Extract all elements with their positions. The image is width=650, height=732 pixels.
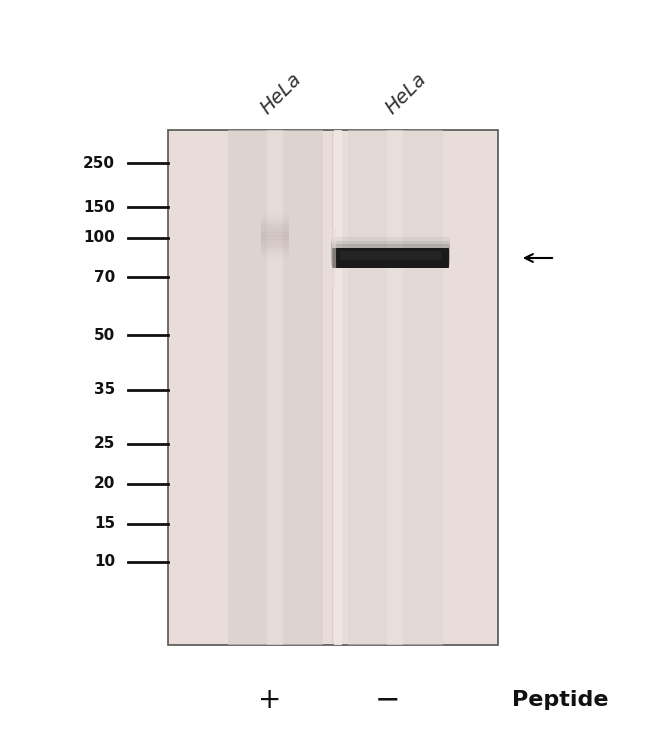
Bar	[261, 231, 289, 237]
Bar	[261, 232, 289, 239]
Bar	[261, 238, 289, 244]
Bar	[261, 235, 289, 241]
FancyBboxPatch shape	[332, 248, 449, 268]
Bar	[261, 246, 289, 252]
Bar	[348, 130, 443, 645]
Bar	[261, 249, 289, 255]
Bar	[261, 213, 289, 219]
Bar	[261, 234, 289, 239]
FancyBboxPatch shape	[331, 237, 450, 259]
Text: Peptide: Peptide	[512, 690, 608, 710]
Bar	[261, 227, 289, 233]
Bar	[261, 244, 289, 251]
Bar	[261, 239, 289, 245]
Text: −: −	[375, 685, 401, 714]
Text: 25: 25	[94, 436, 115, 452]
Bar	[261, 223, 289, 228]
Text: 35: 35	[94, 383, 115, 397]
Text: HeLa: HeLa	[257, 70, 305, 118]
Text: 50: 50	[94, 327, 115, 343]
Bar	[261, 221, 289, 227]
Bar	[261, 242, 289, 248]
Text: 150: 150	[83, 200, 115, 214]
Bar	[261, 225, 289, 231]
Bar	[387, 130, 403, 645]
Text: 250: 250	[83, 155, 115, 171]
Bar	[168, 130, 498, 645]
Text: 100: 100	[83, 231, 115, 245]
Bar	[261, 219, 289, 225]
FancyBboxPatch shape	[331, 244, 450, 266]
FancyBboxPatch shape	[340, 251, 441, 260]
Text: 15: 15	[94, 517, 115, 531]
Text: 20: 20	[94, 477, 115, 491]
Bar	[261, 250, 289, 256]
Bar	[261, 214, 289, 220]
Text: 10: 10	[94, 555, 115, 569]
Text: +: +	[258, 686, 281, 714]
Bar	[261, 236, 289, 242]
Text: HeLa: HeLa	[382, 70, 430, 118]
Bar	[261, 253, 289, 259]
Bar	[261, 230, 289, 236]
Bar	[261, 216, 289, 222]
Bar	[261, 224, 289, 230]
Bar	[261, 247, 289, 253]
Bar	[267, 130, 283, 645]
Bar	[261, 243, 289, 250]
Bar	[261, 252, 289, 258]
Bar	[261, 228, 289, 234]
FancyBboxPatch shape	[331, 241, 450, 263]
Bar	[334, 130, 342, 645]
Text: 70: 70	[94, 269, 115, 285]
Bar	[227, 130, 322, 645]
Bar	[261, 241, 289, 247]
Bar	[261, 220, 289, 226]
Bar	[261, 217, 289, 223]
